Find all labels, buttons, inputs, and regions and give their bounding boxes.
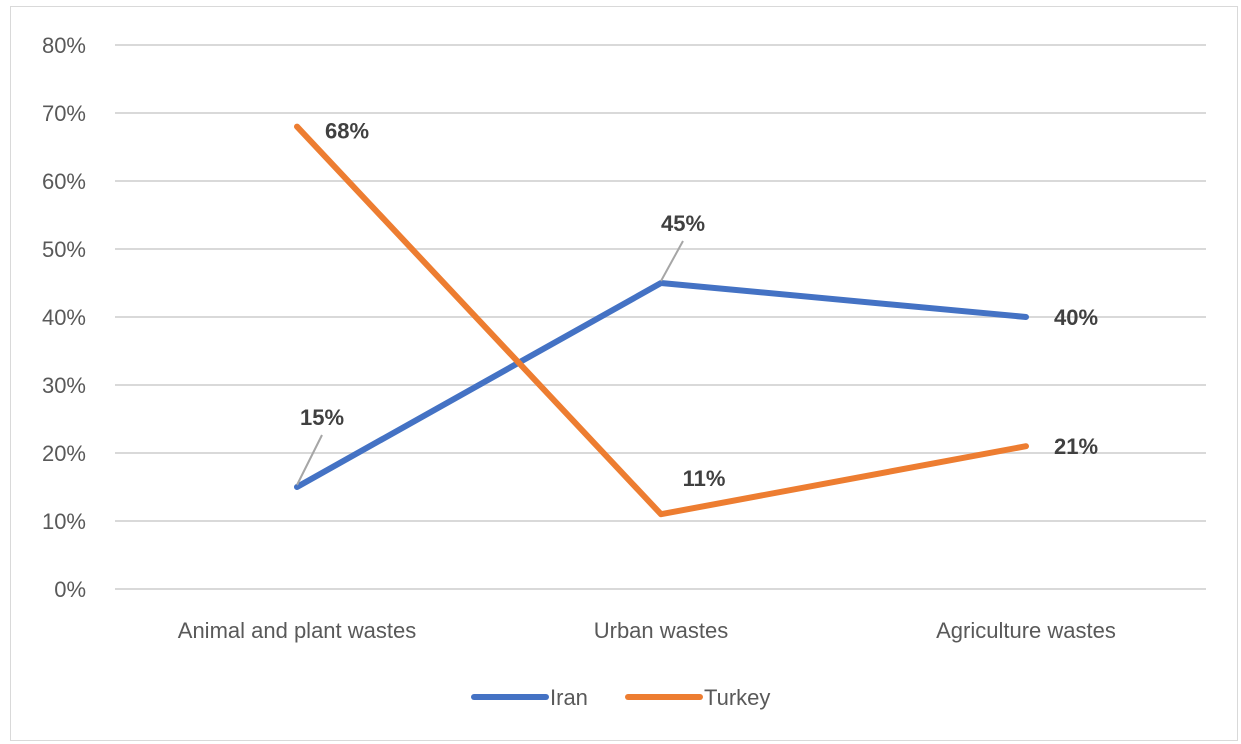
y-tick-label: 60%: [42, 169, 86, 194]
data-label: 11%: [683, 466, 726, 491]
data-label-callout: [296, 434, 323, 486]
data-label: 68%: [325, 119, 369, 144]
y-tick-label: 80%: [42, 33, 86, 58]
x-tick-label: Animal and plant wastes: [178, 618, 416, 643]
data-label: 40%: [1054, 305, 1098, 330]
data-label: 15%: [300, 405, 344, 430]
data-label-callout: [660, 240, 684, 282]
y-tick-label: 10%: [42, 509, 86, 534]
series-line-turkey: [294, 123, 1029, 518]
legend-label: Iran: [550, 685, 588, 710]
chart-frame: [10, 6, 1238, 741]
data-label: 45%: [661, 211, 705, 236]
y-tick-label: 50%: [42, 237, 86, 262]
x-tick-label: Agriculture wastes: [936, 618, 1116, 643]
y-tick-label: 40%: [42, 305, 86, 330]
y-tick-label: 0%: [54, 577, 86, 602]
y-tick-label: 30%: [42, 373, 86, 398]
series-line-iran: [294, 280, 1029, 490]
x-tick-label: Urban wastes: [594, 618, 729, 643]
legend-label: Turkey: [704, 685, 770, 710]
y-tick-label: 20%: [42, 441, 86, 466]
data-label: 21%: [1054, 434, 1098, 459]
y-tick-label: 70%: [42, 101, 86, 126]
